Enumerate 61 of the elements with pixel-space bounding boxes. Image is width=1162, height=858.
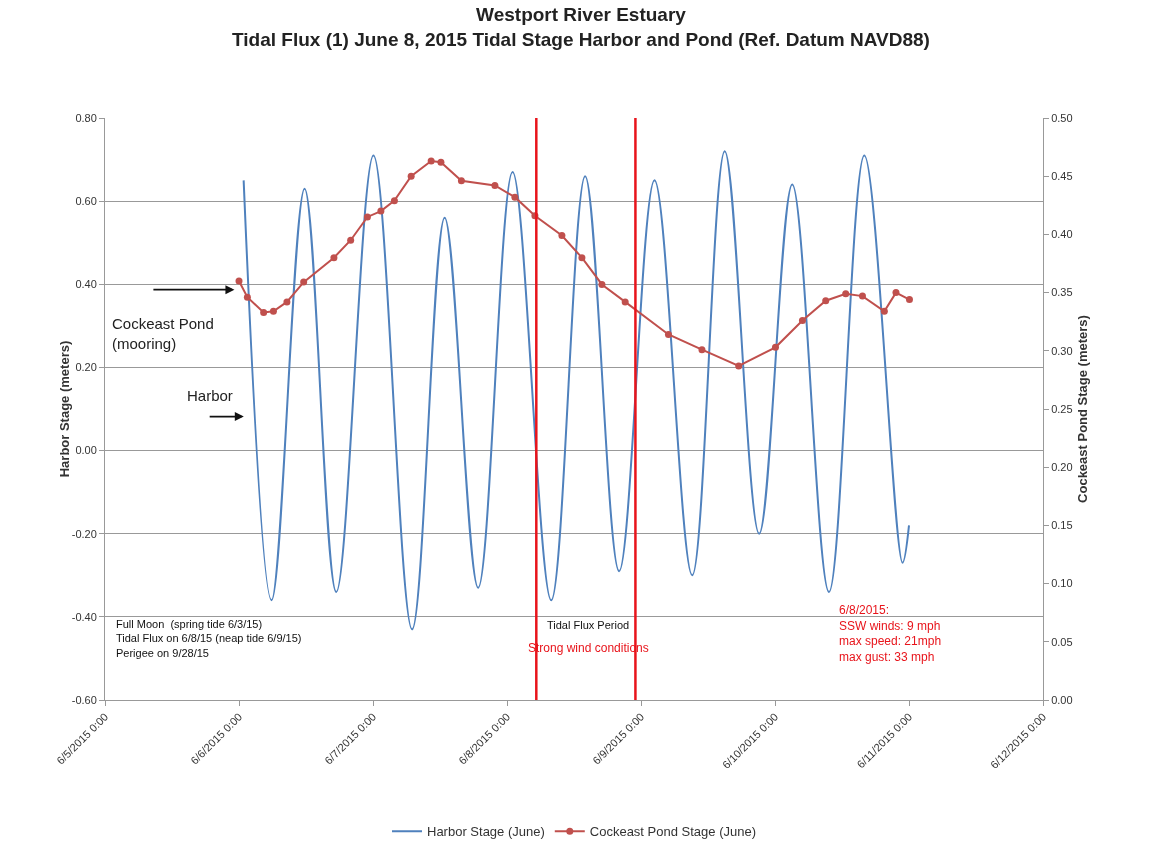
- y-tick-label: 0.20: [75, 361, 97, 374]
- point: [880, 307, 888, 315]
- y-tick-label: 0.60: [75, 194, 97, 207]
- y2-tick-label: 0.45: [1051, 170, 1073, 183]
- point: [260, 308, 268, 316]
- y-tick-label: 0.40: [75, 278, 97, 291]
- y2-tick-label: 0.30: [1051, 344, 1073, 357]
- point: [437, 158, 445, 166]
- point: [511, 193, 519, 201]
- annotation: Cockeast Pond (mooring): [112, 315, 214, 352]
- point: [243, 293, 251, 301]
- point: [363, 213, 371, 221]
- annotation: 6/8/2015: SSW winds: 9 mph max speed: 21mph max gust: 33 mph: [839, 603, 942, 664]
- point: [457, 177, 465, 185]
- point: [771, 343, 779, 351]
- point: [427, 157, 435, 165]
- y2-tick-label: 0.10: [1051, 577, 1073, 590]
- point: [858, 292, 866, 300]
- y2-tick-label: 0.15: [1051, 519, 1073, 532]
- y2-tick-label: 0.25: [1051, 402, 1073, 415]
- point: [598, 280, 606, 288]
- point: [698, 346, 706, 354]
- legend-label: Cockeast Pond Stage (June): [589, 824, 756, 840]
- point: [735, 362, 743, 370]
- chart-title: Westport River Estuary Tidal Flux (1) June 8, 2015 Tidal Stage Harbor and Pond (Ref. Datum NAVD88): [232, 4, 930, 51]
- annotation: Tidal Flux Period: [547, 619, 630, 631]
- point: [235, 277, 243, 285]
- point: [664, 331, 672, 338]
- point: [390, 197, 398, 205]
- y2-tick-label: 0.05: [1051, 635, 1073, 648]
- y2-tick-label: 0.20: [1051, 461, 1073, 474]
- point: [377, 207, 385, 215]
- y-tick-label: 0.80: [75, 111, 97, 124]
- y-tick-label: 0.00: [75, 444, 97, 457]
- point: [347, 236, 355, 244]
- y2-tick-label: 0.35: [1051, 286, 1073, 299]
- point: [905, 296, 913, 304]
- y-tick-label: -0.20: [71, 527, 97, 540]
- y2-axis-title: Cockeast Pond Stage (meters): [1074, 315, 1090, 503]
- annotation: Full Moon (spring tide 6/3/15) Tidal Flux on 6/8/15 (neap tide 6/9/15) Perigee on 9/28/15: [116, 618, 302, 659]
- y-tick-label: -0.40: [71, 610, 97, 623]
- legend-label: Harbor Stage (June): [427, 824, 545, 840]
- point: [283, 298, 291, 306]
- point: [892, 289, 900, 297]
- y2-tick-label: 0.00: [1051, 693, 1073, 706]
- y-tick-label: -0.60: [71, 693, 97, 706]
- y2-tick-label: 0.50: [1051, 111, 1073, 124]
- point: [621, 298, 629, 306]
- point: [491, 182, 499, 190]
- y-axis-title: Harbor Stage (meters): [57, 340, 72, 478]
- point: [269, 307, 277, 315]
- annotation: Harbor: [187, 387, 233, 404]
- point: [330, 254, 338, 262]
- point: [842, 290, 850, 298]
- point: [558, 232, 566, 240]
- point: [798, 317, 806, 325]
- point: [300, 278, 308, 286]
- point: [822, 297, 830, 305]
- point: [578, 254, 586, 262]
- point: [407, 172, 415, 180]
- y2-tick-label: 0.40: [1051, 228, 1073, 241]
